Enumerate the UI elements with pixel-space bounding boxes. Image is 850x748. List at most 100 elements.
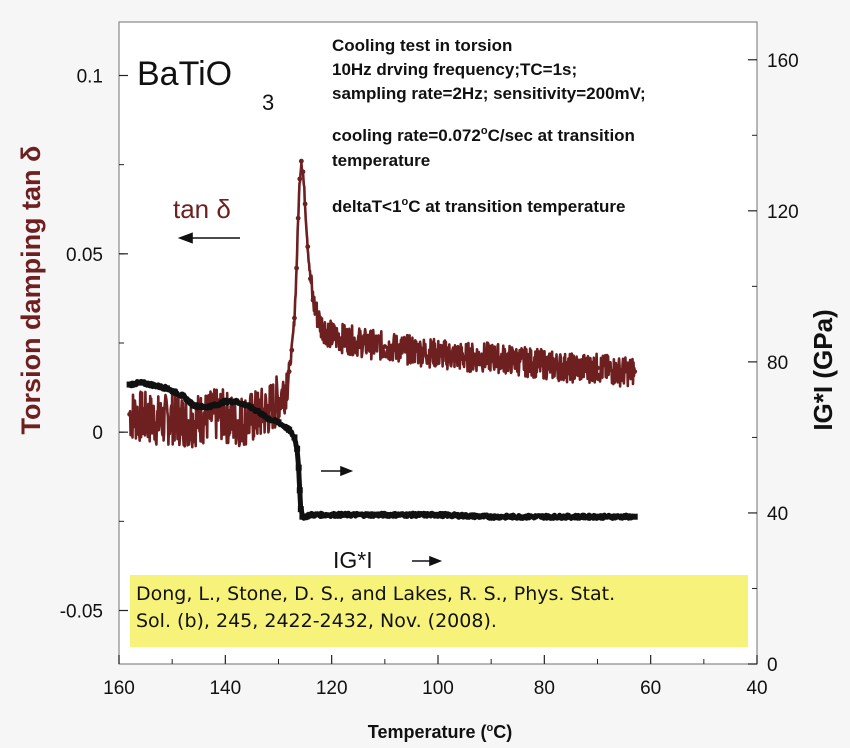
tan-delta-point bbox=[281, 386, 287, 392]
ig-point bbox=[307, 511, 314, 518]
x-axis: 160 140 120 100 80 60 40 bbox=[103, 655, 768, 699]
ig-point bbox=[201, 404, 208, 411]
ig-point bbox=[243, 402, 250, 409]
ig-point bbox=[179, 392, 186, 399]
tan-delta-point bbox=[185, 419, 191, 424]
y-right-tick-label: 160 bbox=[767, 51, 799, 72]
ig-point bbox=[232, 398, 239, 405]
y-axis-left: 0.1 0.05 0 -0.05 bbox=[60, 67, 128, 623]
ig-point bbox=[275, 419, 282, 426]
ig-point bbox=[318, 511, 325, 518]
tan-delta-point bbox=[302, 201, 308, 207]
ig-point bbox=[222, 398, 229, 405]
citation-line-2: Sol. (b), 245, 2422-2432, Nov. (2008). bbox=[136, 610, 497, 632]
tan-delta-point bbox=[249, 415, 255, 421]
y-left-tick-label: 0.05 bbox=[66, 245, 103, 266]
tan-delta-point bbox=[286, 369, 292, 374]
tan-delta-point bbox=[462, 354, 467, 360]
tan-delta-point bbox=[159, 419, 164, 424]
ig-point bbox=[302, 513, 309, 520]
tan-delta-point bbox=[289, 347, 295, 353]
tan-delta-point bbox=[143, 415, 148, 421]
tan-delta-point bbox=[127, 411, 133, 417]
tan-delta-point bbox=[318, 322, 324, 328]
ig-point bbox=[295, 464, 302, 471]
ig-point bbox=[631, 513, 638, 520]
tan-delta-point bbox=[295, 215, 301, 221]
tan-delta-point bbox=[568, 365, 574, 371]
tan-delta-point bbox=[292, 315, 297, 321]
series-tan-delta bbox=[127, 158, 638, 449]
ig-point bbox=[297, 506, 304, 513]
tan-delta-point bbox=[308, 276, 313, 282]
ig-point bbox=[594, 513, 601, 520]
y-right-tick-label: 40 bbox=[767, 504, 788, 525]
y-left-title: Torsion damping tan δ bbox=[16, 146, 46, 435]
tan-delta-point bbox=[541, 362, 547, 367]
tan-delta-point bbox=[435, 351, 441, 357]
tan-delta-point bbox=[265, 408, 271, 414]
tan-delta-point bbox=[409, 347, 414, 353]
tan-delta-line bbox=[128, 162, 636, 449]
ig-point bbox=[147, 381, 154, 388]
ig-point bbox=[163, 385, 170, 392]
y-right-tick-label: 0 bbox=[767, 655, 778, 676]
ig-point bbox=[126, 381, 133, 388]
x-tick-label: 60 bbox=[640, 678, 661, 699]
tan-delta-point bbox=[310, 297, 316, 303]
ig-point bbox=[541, 513, 548, 520]
tan-delta-point bbox=[217, 411, 223, 417]
annotation-line-3: sampling rate=2Hz; sensitivity=200mV; bbox=[332, 84, 646, 103]
ig-point bbox=[296, 487, 303, 494]
x-tick-label: 80 bbox=[534, 678, 555, 699]
tan-delta-point bbox=[300, 169, 306, 175]
ig-point bbox=[339, 511, 346, 518]
ig-point bbox=[211, 402, 218, 409]
tan-delta-point bbox=[294, 265, 299, 271]
y-right-title: IG*I (GPa) bbox=[808, 309, 838, 430]
ig-point bbox=[291, 434, 298, 441]
material-subscript: 3 bbox=[262, 90, 274, 115]
ig-point bbox=[137, 379, 144, 386]
tan-delta-point bbox=[201, 415, 207, 421]
x-tick-label: 100 bbox=[422, 678, 454, 699]
tan-delta-point bbox=[361, 340, 366, 346]
tan-delta-point bbox=[169, 415, 175, 421]
right-arrow-icon bbox=[412, 555, 443, 567]
ig-label: IG*I bbox=[333, 547, 373, 573]
tan-delta-point bbox=[305, 244, 311, 250]
tan-delta-point bbox=[345, 337, 351, 342]
material-label: BaTiO bbox=[137, 55, 232, 93]
ig-point bbox=[294, 445, 301, 452]
ig-point bbox=[435, 511, 441, 518]
y-left-tick-label: -0.05 bbox=[60, 602, 103, 623]
tan-delta-point bbox=[329, 333, 335, 339]
tan-delta-point bbox=[616, 369, 622, 374]
ig-point bbox=[190, 402, 197, 409]
series-ig bbox=[126, 378, 638, 521]
right-arrow-icon bbox=[321, 465, 354, 477]
tan-delta-label: tan δ bbox=[173, 194, 231, 224]
ig-point bbox=[254, 407, 261, 414]
x-tick-label: 120 bbox=[316, 678, 348, 699]
tan-delta-point bbox=[488, 354, 494, 360]
annotation-line-2: 10Hz drving frequency;TC=1s; bbox=[332, 60, 577, 79]
tan-delta-point bbox=[313, 308, 319, 314]
annotation-line-5: temperature bbox=[332, 151, 430, 170]
x-tick-label: 140 bbox=[209, 678, 241, 699]
ig-point bbox=[264, 415, 271, 422]
tan-delta-point bbox=[515, 358, 521, 364]
y-right-tick-label: 120 bbox=[767, 202, 799, 223]
tan-delta-point bbox=[632, 369, 638, 374]
tan-delta-point bbox=[382, 344, 388, 349]
x-tick-label: 160 bbox=[103, 678, 135, 699]
y-left-tick-label: 0 bbox=[92, 423, 103, 444]
tan-delta-point bbox=[298, 158, 304, 164]
annotation-line-1: Cooling test in torsion bbox=[332, 36, 512, 55]
tan-delta-point bbox=[276, 397, 281, 403]
annotation-line-6: deltaT<1oC at transition temperature bbox=[332, 196, 625, 216]
y-right-tick-label: 80 bbox=[767, 353, 788, 374]
ig-point bbox=[381, 511, 388, 518]
citation-line-1: Dong, L., Stone, D. S., and Lakes, R. S.… bbox=[136, 583, 616, 605]
